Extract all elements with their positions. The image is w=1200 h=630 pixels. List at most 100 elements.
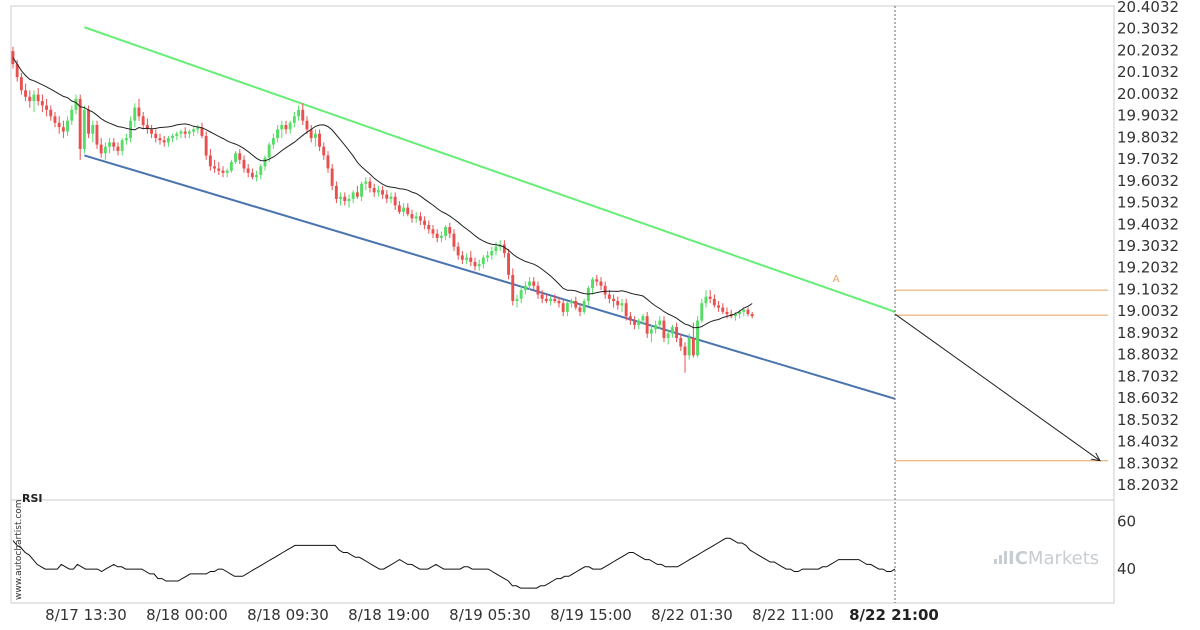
candle-body: [267, 144, 271, 158]
candle-body: [145, 125, 149, 130]
y-tick-label: 19.9032: [1117, 107, 1179, 125]
y-tick-label: 19.3032: [1117, 237, 1179, 255]
candle-body: [11, 51, 15, 65]
candle-body: [82, 109, 86, 149]
candle-body: [40, 101, 44, 106]
candle-body: [326, 155, 330, 169]
candle-body: [57, 122, 61, 128]
candle-body: [654, 324, 657, 330]
y-tick-label: 19.1032: [1117, 281, 1179, 299]
y-tick-label: 19.4032: [1117, 215, 1179, 233]
y-tick-label: 18.8032: [1117, 346, 1179, 364]
candle-body: [553, 298, 557, 301]
candle-body: [624, 303, 628, 317]
candle-body: [355, 192, 359, 197]
candle-body: [112, 142, 116, 147]
candle-body: [570, 301, 573, 304]
candle-body: [746, 309, 750, 314]
candle-body: [738, 311, 741, 315]
candle-body: [108, 142, 111, 147]
candle-body: [196, 127, 200, 130]
candle-body: [670, 327, 674, 334]
candle-body: [502, 244, 506, 254]
candle-body: [540, 294, 544, 299]
candle-body: [616, 301, 620, 306]
rsi-tick-label: 40: [1117, 560, 1136, 578]
candle-body: [351, 192, 355, 199]
candle-body: [549, 298, 552, 301]
candle-body: [385, 194, 389, 199]
candle-body: [725, 311, 729, 315]
candle-body: [423, 220, 426, 225]
candle-body: [448, 227, 452, 234]
candle-body: [238, 153, 242, 160]
brand-markets: Markets: [1028, 548, 1099, 569]
y-tick-label: 18.3032: [1117, 454, 1179, 472]
candle-body: [721, 307, 725, 312]
candle-body: [343, 196, 347, 201]
candle-body: [439, 235, 443, 238]
candle-body: [691, 337, 695, 356]
y-tick-label: 20.4032: [1117, 0, 1179, 16]
candle-body: [255, 175, 258, 178]
candle-body: [607, 294, 611, 299]
rsi-panel: 60 40: [12, 513, 1136, 589]
candle-body: [32, 94, 36, 102]
candle-body: [381, 190, 384, 195]
candles: A: [11, 46, 840, 373]
candle-body: [133, 107, 137, 121]
brand-ic: IC: [1008, 548, 1028, 569]
candle-body: [435, 233, 439, 238]
candle-body: [687, 337, 691, 356]
candle-body: [213, 166, 216, 169]
candle-body: [473, 261, 477, 267]
candle-body: [662, 320, 666, 338]
candle-body: [74, 98, 78, 110]
candle-body: [658, 320, 662, 325]
y-tick-label: 18.4032: [1117, 433, 1179, 451]
x-axis-ticks: 8/17 13:30 8/18 00:00 8/18 09:30 8/18 19:00…: [45, 606, 939, 624]
candle-body: [229, 162, 233, 171]
moving-average: [12, 57, 753, 329]
watermark-text: www.autochartist.com: [14, 499, 24, 600]
candle-body: [532, 281, 536, 286]
candle-body: [78, 98, 82, 149]
candle-body: [733, 314, 737, 317]
candle-body: [641, 316, 645, 321]
rsi-label: RSI: [22, 492, 43, 505]
candle-body: [179, 131, 183, 134]
y-tick-label: 18.5032: [1117, 411, 1179, 429]
candle-body: [578, 307, 582, 312]
candle-body: [700, 303, 704, 321]
candle-body: [591, 279, 594, 288]
candle-body: [284, 125, 288, 130]
candle-body: [460, 255, 464, 260]
candle-body: [507, 253, 510, 275]
candle-body: [339, 196, 342, 199]
candle-body: [297, 109, 300, 117]
candle-body: [217, 168, 221, 171]
candle-body: [259, 166, 263, 175]
candle-body: [192, 129, 195, 132]
candle-body: [742, 309, 746, 312]
candle-body: [137, 107, 141, 117]
candle-body: [368, 181, 372, 188]
candle-body: [519, 290, 523, 299]
x-tick-label: 8/18 09:30: [247, 606, 329, 624]
candle-body: [158, 138, 162, 141]
price-plot-frame: [10, 5, 1115, 501]
candle-body: [187, 131, 191, 134]
candle-body: [582, 301, 586, 312]
candle-body: [242, 159, 246, 169]
y-tick-label: 18.7032: [1117, 367, 1179, 385]
candle-body: [675, 327, 678, 338]
candle-body: [490, 251, 494, 256]
y-tick-label: 20.2032: [1117, 42, 1179, 60]
candle-body: [481, 257, 485, 265]
forecast-arrow: [894, 313, 1101, 462]
candle-body: [561, 303, 565, 312]
candle-body: [91, 125, 95, 134]
y-tick-label: 20.3032: [1117, 20, 1179, 38]
rsi-line: [12, 537, 896, 589]
